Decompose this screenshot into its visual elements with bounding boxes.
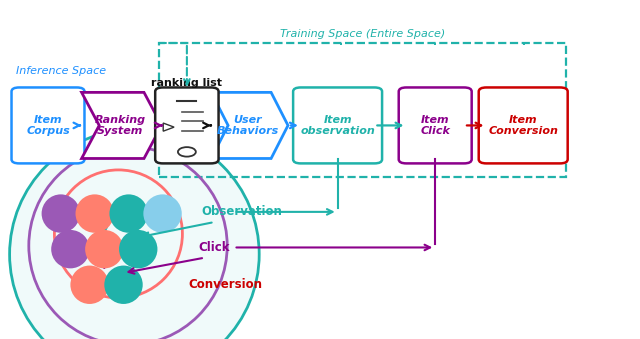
Circle shape bbox=[178, 147, 196, 157]
Polygon shape bbox=[82, 92, 161, 159]
Text: Item
Conversion: Item Conversion bbox=[488, 115, 558, 136]
Text: Observation: Observation bbox=[202, 205, 282, 218]
Ellipse shape bbox=[85, 230, 124, 268]
Ellipse shape bbox=[10, 129, 259, 339]
Text: Item
Click: Item Click bbox=[420, 115, 450, 136]
Ellipse shape bbox=[109, 194, 148, 233]
Text: Training Space (Entire Space): Training Space (Entire Space) bbox=[280, 29, 445, 39]
Text: Item
observation: Item observation bbox=[300, 115, 375, 136]
Text: User
Behaviors: User Behaviors bbox=[217, 115, 279, 136]
FancyBboxPatch shape bbox=[155, 87, 219, 163]
Text: Conversion: Conversion bbox=[189, 278, 263, 291]
Text: Item
Corpus: Item Corpus bbox=[26, 115, 70, 136]
Ellipse shape bbox=[104, 265, 143, 304]
Ellipse shape bbox=[70, 265, 109, 304]
FancyBboxPatch shape bbox=[479, 87, 568, 163]
Ellipse shape bbox=[42, 194, 80, 233]
FancyBboxPatch shape bbox=[399, 87, 472, 163]
FancyBboxPatch shape bbox=[293, 87, 382, 163]
Text: ranking list: ranking list bbox=[152, 78, 222, 88]
Ellipse shape bbox=[119, 230, 157, 268]
Ellipse shape bbox=[51, 230, 90, 268]
Ellipse shape bbox=[76, 194, 114, 233]
Ellipse shape bbox=[143, 194, 182, 233]
Polygon shape bbox=[211, 92, 288, 159]
Text: Ranking
System: Ranking System bbox=[94, 115, 145, 136]
Polygon shape bbox=[163, 123, 174, 131]
FancyBboxPatch shape bbox=[12, 87, 84, 163]
Text: Click: Click bbox=[198, 241, 230, 254]
Text: Inference Space: Inference Space bbox=[16, 66, 106, 76]
